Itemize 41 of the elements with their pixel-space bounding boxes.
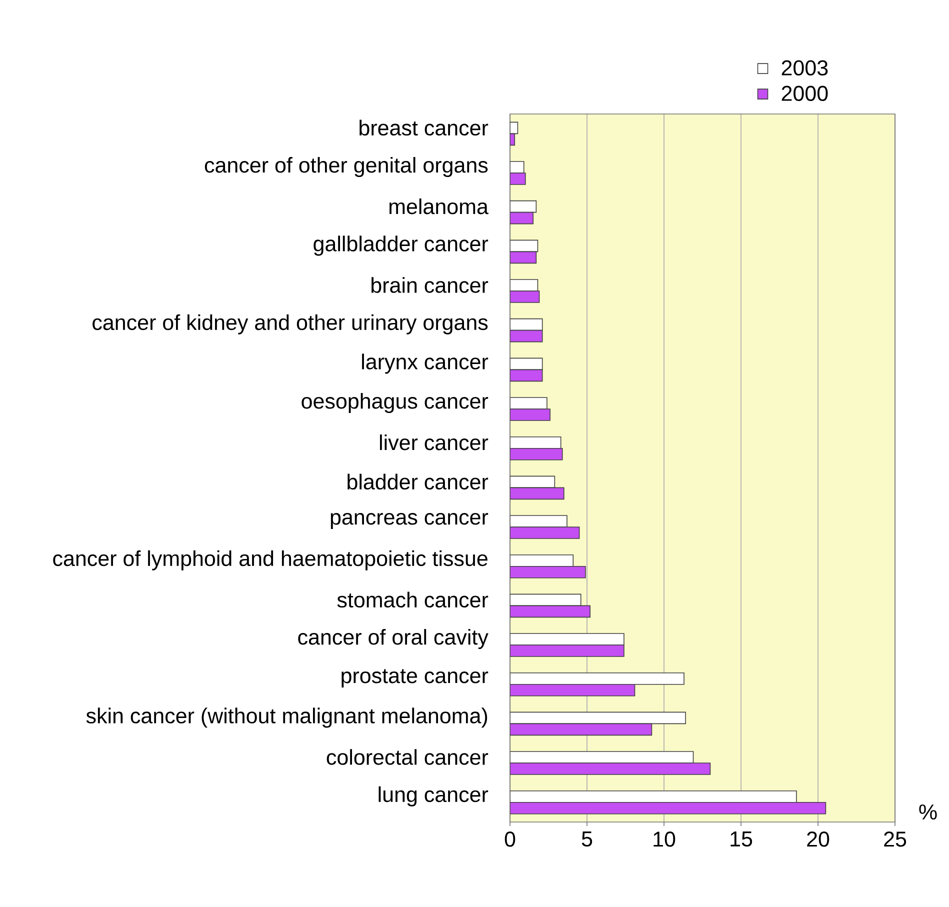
x-tick-label: 20 — [807, 832, 830, 847]
y-tick-label: stomach cancer — [337, 592, 488, 608]
y-tick-label: larynx cancer — [362, 354, 488, 374]
bar — [510, 802, 826, 814]
bar — [510, 566, 586, 578]
bar — [510, 212, 534, 224]
y-tick-label: prostate cancer — [342, 669, 488, 688]
bar — [510, 251, 537, 264]
bar — [510, 605, 590, 618]
bar — [510, 330, 543, 342]
bar — [510, 369, 543, 382]
x-tick-label: 15 — [730, 832, 752, 847]
x-tick-label: 25 — [884, 832, 906, 847]
bar — [510, 723, 652, 736]
y-tick-label: oesophagus cancer — [302, 392, 488, 414]
bar — [510, 526, 580, 539]
bar — [510, 448, 563, 460]
y-tick-label: cancer of kidney and other urinary organs — [92, 314, 488, 334]
bar — [510, 487, 564, 500]
y-tick-label: skin cancer (without malignant melanoma) — [86, 708, 488, 728]
y-tick-label: brain cancer — [372, 277, 488, 293]
y-tick-label: bladder cancer — [348, 474, 488, 490]
bar — [510, 644, 624, 657]
y-tick-label: gallbladder cancer — [314, 236, 488, 256]
x-axis-title: % — [919, 804, 937, 820]
y-tick-label: lung cancer — [378, 786, 488, 806]
y-tick-label: pancreas cancer — [330, 512, 488, 530]
x-tick-label: 5 — [582, 832, 592, 847]
bar — [510, 762, 711, 775]
x-tick-label: 0 — [504, 832, 516, 847]
y-tick-label: liver cancer — [380, 434, 488, 450]
y-tick-label: melanoma — [390, 198, 488, 214]
x-tick-label: 10 — [654, 832, 676, 847]
y-tick-label: cancer of lymphoid and haematopoietic tissue — [53, 550, 488, 570]
y-tick-label: cancer of other genital organs — [204, 156, 488, 178]
y-tick-label: cancer of oral cavity — [298, 628, 488, 650]
legend-label: 2000 — [782, 86, 828, 102]
bar — [510, 684, 636, 696]
y-tick-label: breast cancer — [360, 120, 488, 136]
y-tick-label: colorectal cancer — [326, 749, 488, 765]
legend-label: 2003 — [782, 60, 828, 76]
